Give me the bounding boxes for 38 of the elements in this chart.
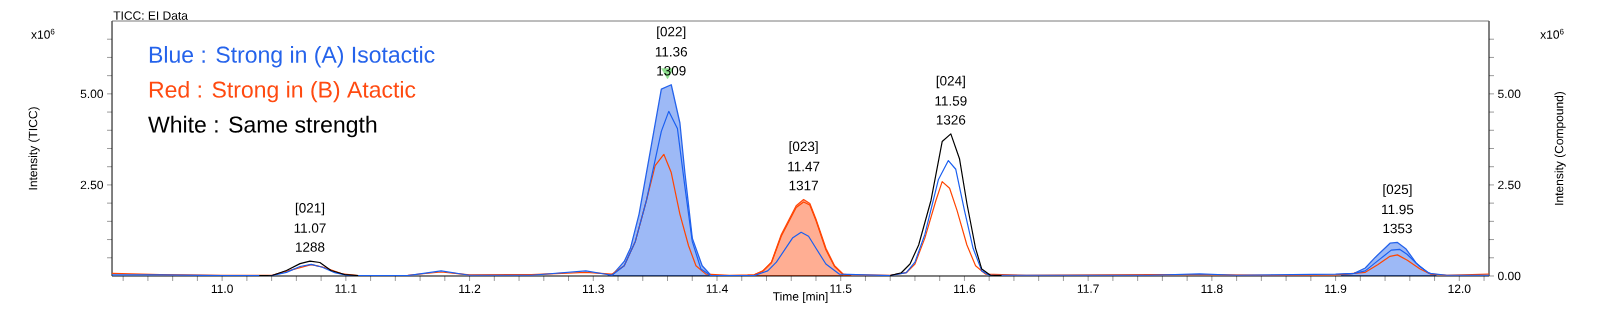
- annotation: [025]: [1383, 184, 1412, 197]
- y-axis-title: Intensity (TICC): [28, 107, 40, 190]
- x-tick-label: 11.9: [1325, 284, 1347, 294]
- annotation: 11.59: [935, 96, 967, 106]
- annotation: 1326: [936, 115, 966, 125]
- annotation: [022]: [657, 26, 686, 40]
- x-axis-title: Time [min]: [773, 291, 828, 304]
- annotation: 11.47: [788, 161, 820, 172]
- x-tick-label: 11.1: [335, 284, 357, 293]
- annotation: 11.07: [294, 223, 326, 233]
- annotation: [023]: [789, 141, 818, 154]
- chart-title: TICC: EI Data: [113, 11, 188, 20]
- text: x10$^{6}$: [1540, 28, 1564, 39]
- annotation: [021]: [295, 202, 325, 216]
- x-tick-label: 11.8: [1201, 284, 1223, 294]
- y2-tick-label: 0.00: [1498, 271, 1521, 281]
- x-tick-label: 11.2: [459, 284, 481, 293]
- x-tick-label: 11.5: [830, 284, 852, 293]
- x-tick-label: 12.0: [1448, 284, 1471, 294]
- y2-tick-label: 2.50: [1498, 180, 1521, 190]
- annotation: 11.95: [1382, 204, 1414, 215]
- text: Blue : Strong in (A) Isotactic: [149, 45, 435, 68]
- text: x10$^{6}$: [31, 28, 55, 39]
- x-tick-label: 11.7: [1077, 284, 1099, 293]
- annotation: [024]: [936, 75, 965, 89]
- annotation: 1309: [657, 65, 686, 76]
- x-tick-label: 11.3: [582, 284, 604, 294]
- annotation: 1317: [789, 180, 818, 191]
- y2-axis-title: Intensity (Compound): [1554, 91, 1566, 205]
- text: Red : Strong in (B) Atactic: [149, 80, 416, 103]
- annotation: 1353: [1383, 223, 1412, 234]
- annotation: 1288: [296, 242, 325, 252]
- text: White : Same strength: [148, 115, 377, 138]
- y2-tick-label: 5.00: [1498, 89, 1521, 99]
- x-tick-label: 11.0: [211, 284, 233, 294]
- annotation: 11.36: [655, 46, 688, 57]
- x-tick-label: 11.4: [706, 284, 728, 293]
- x-tick-label: 11.6: [954, 284, 976, 294]
